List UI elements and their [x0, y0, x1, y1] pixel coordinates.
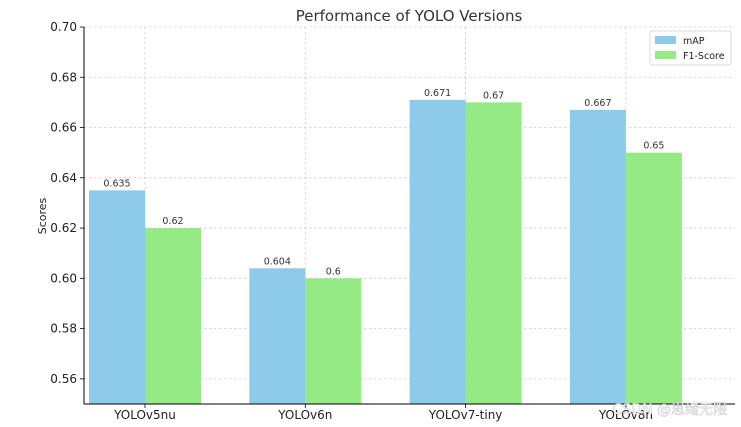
y-tick-label: 0.68 [50, 70, 77, 84]
x-tick-label: YOLOv8n [598, 408, 653, 422]
data-label: 0.67 [483, 90, 504, 101]
x-tick-label: YOLOv7-tiny [428, 408, 503, 422]
data-label: 0.667 [584, 98, 611, 109]
y-tick-label: 0.58 [50, 322, 77, 336]
bar-map [569, 109, 626, 404]
bar-f1-score [305, 278, 362, 404]
data-label: 0.62 [162, 216, 183, 227]
watermark-text: CSDN @思绪无限 [613, 402, 727, 418]
data-label: 0.6 [326, 266, 341, 277]
bar-map [249, 268, 306, 404]
data-label: 0.635 [103, 178, 130, 189]
chart-title: Performance of YOLO Versions [296, 7, 523, 25]
data-label: 0.671 [424, 88, 451, 99]
legend: mAP F1-Score [649, 30, 732, 66]
bars-group: 0.635 0.62 0.604 0.6 0.671 0.67 0.667 0.65 [89, 88, 682, 405]
y-tick-label: 0.56 [50, 372, 77, 386]
legend-swatch [655, 36, 676, 44]
legend-label: F1-Score [683, 51, 725, 62]
x-tick-label: YOLOv5nu [113, 408, 176, 422]
bar-map [89, 190, 145, 404]
x-tick-label: YOLOv6n [277, 408, 332, 422]
y-tick-label: 0.62 [50, 221, 77, 235]
legend-swatch [655, 51, 676, 59]
data-label: 0.65 [643, 141, 664, 152]
y-axis-label: Scores [36, 197, 49, 234]
data-label: 0.604 [264, 256, 291, 267]
bar-map [409, 99, 466, 405]
bar-f1-score [465, 102, 522, 405]
y-tick-label: 0.64 [50, 171, 77, 185]
y-tick-label: 0.60 [50, 271, 77, 285]
y-tick-label: 0.70 [50, 20, 77, 34]
axes: 0.56 0.58 0.60 0.62 0.64 0.66 0.68 0.70 YOLOv5nu… [50, 20, 735, 422]
y-tick-label: 0.66 [50, 121, 77, 135]
bar-f1-score [625, 152, 682, 404]
legend-label: mAP [683, 36, 705, 47]
bar-f1-score [145, 228, 201, 404]
